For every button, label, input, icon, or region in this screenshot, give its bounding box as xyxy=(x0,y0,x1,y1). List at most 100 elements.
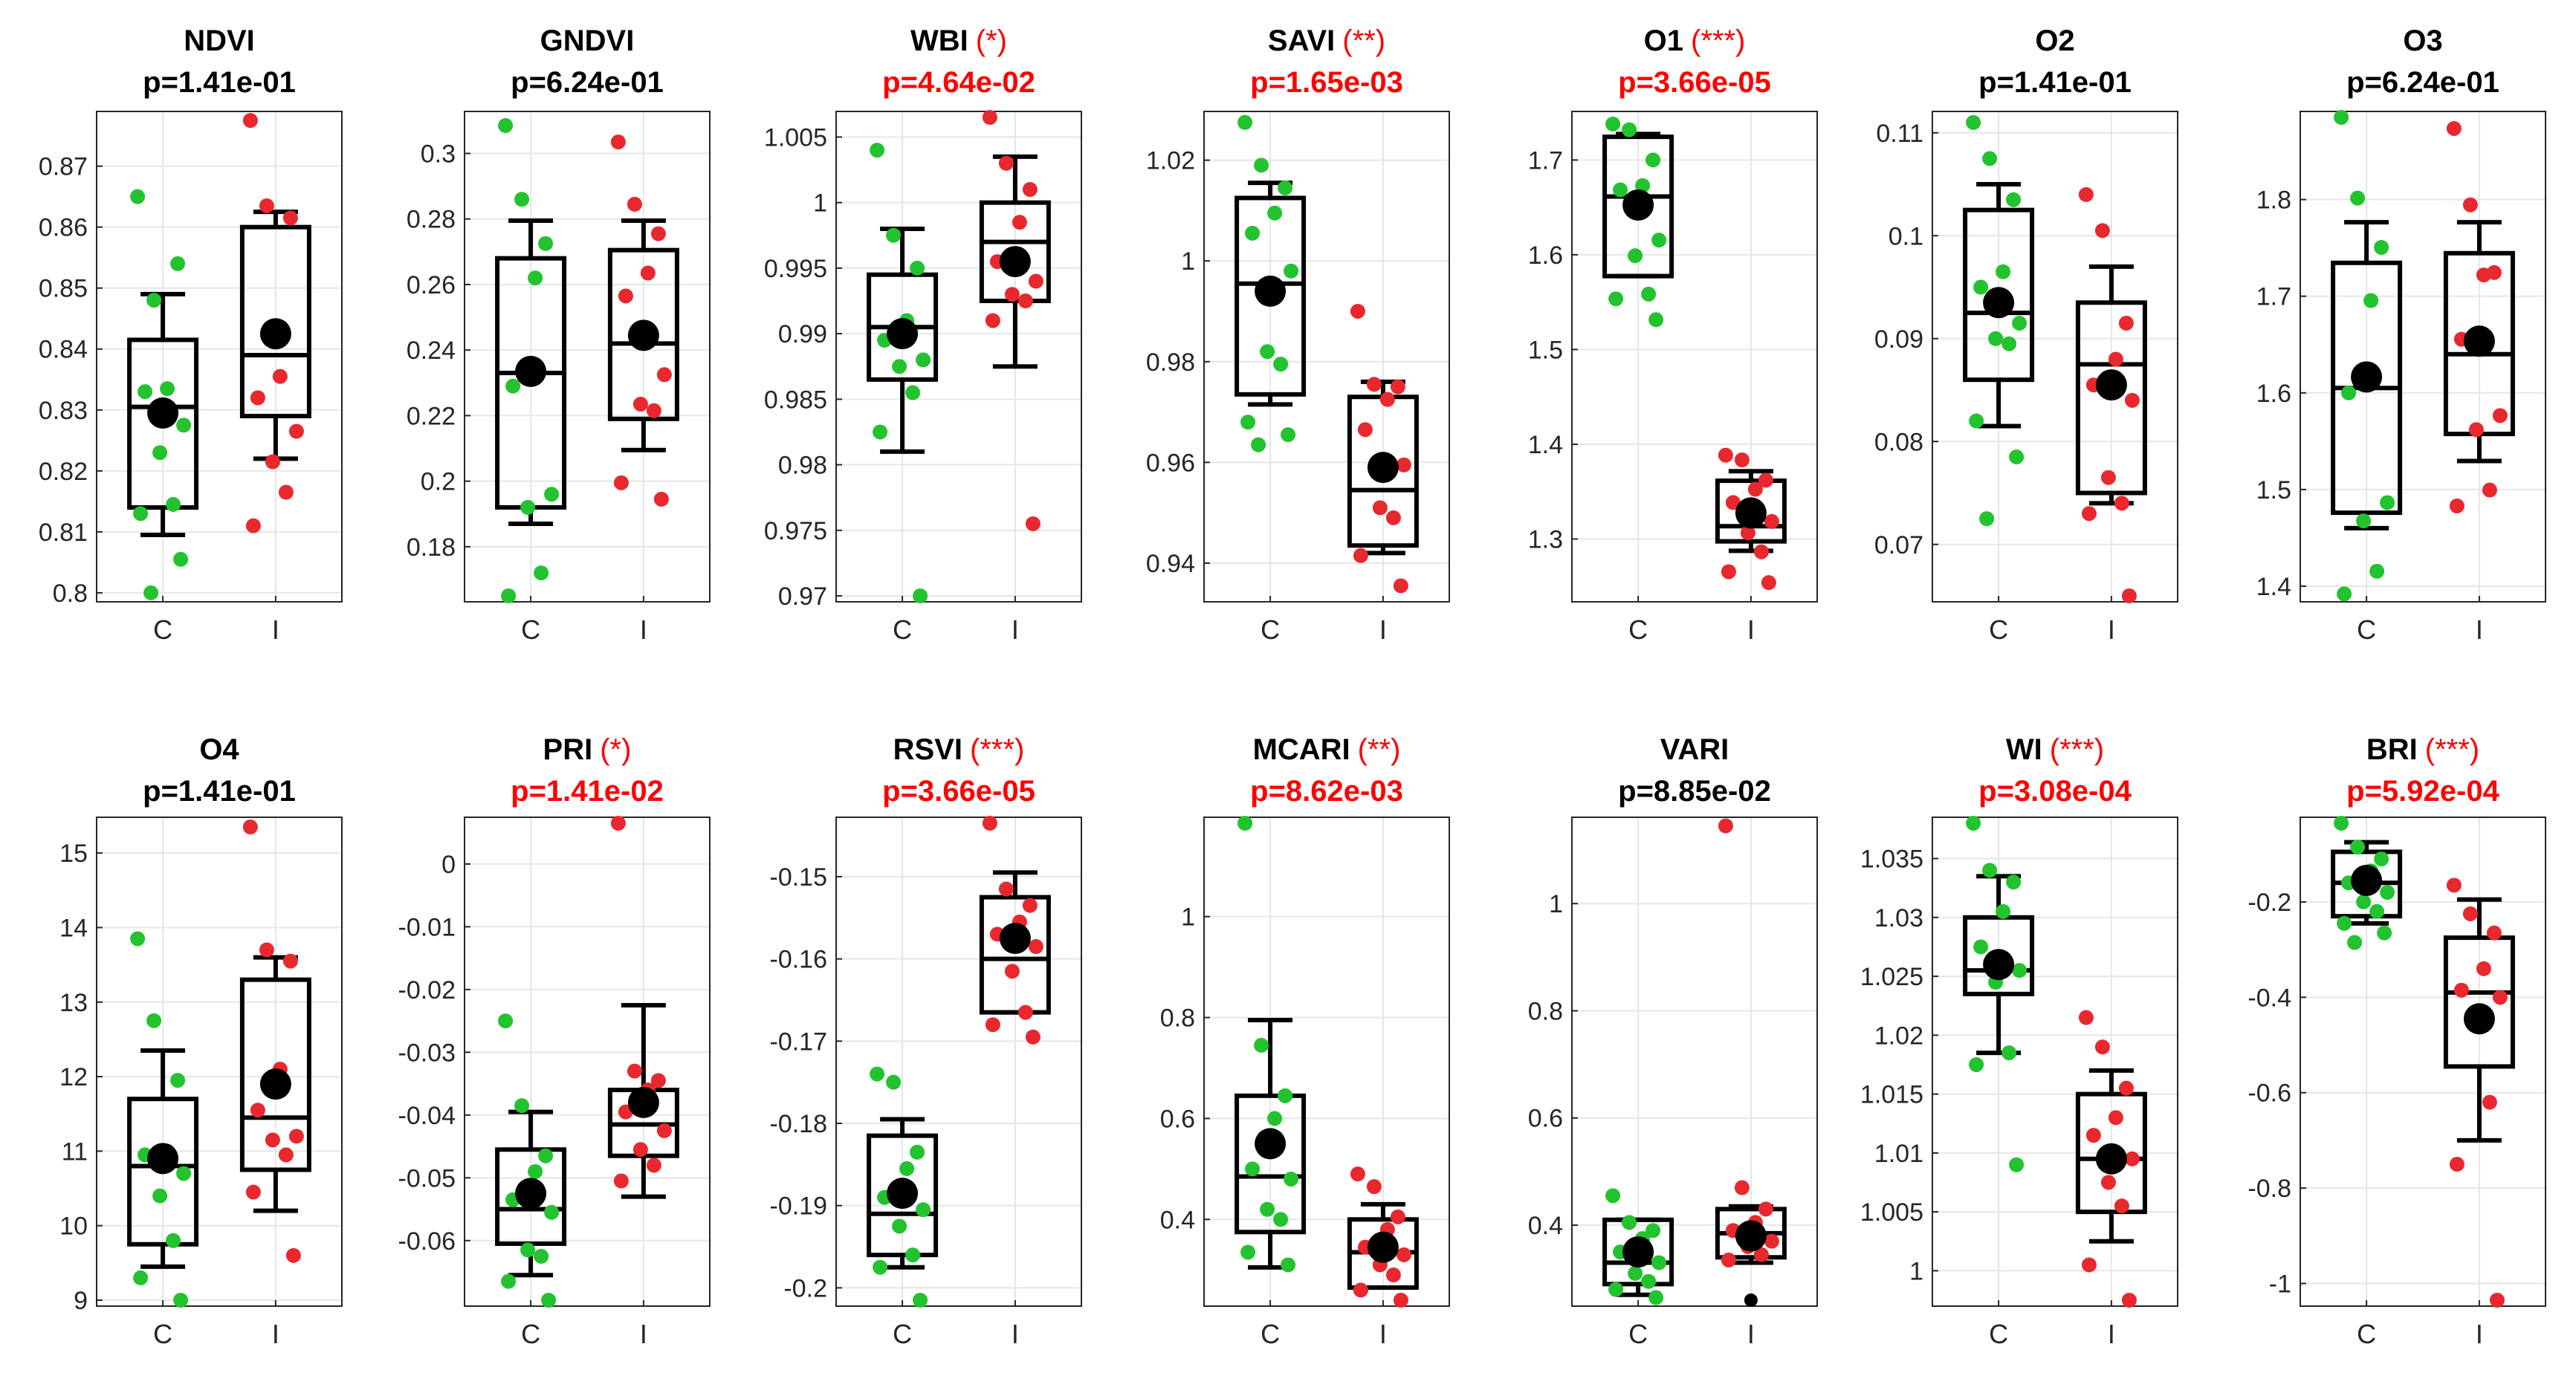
y-tick-label: 0.975 xyxy=(764,517,827,545)
data-point xyxy=(152,1188,168,1204)
data-point xyxy=(176,418,192,433)
iqr-box xyxy=(979,895,1051,1015)
mean-marker xyxy=(1367,1231,1399,1263)
data-point xyxy=(501,588,517,603)
chart-panel-vari: VARI p=8.85e-02 0.4 0.6 0.8 1 C I xyxy=(1528,733,1818,1349)
data-point xyxy=(982,110,997,125)
data-point xyxy=(544,1204,560,1220)
data-point xyxy=(640,265,656,281)
x-tick-label: C xyxy=(153,614,172,645)
chart-title-name: O4 xyxy=(199,733,239,766)
data-point xyxy=(1245,1161,1261,1177)
data-point xyxy=(1969,1056,1984,1072)
data-point xyxy=(2012,315,2028,331)
y-tick-label: 1.035 xyxy=(1860,845,1923,874)
y-tick-label: 1.02 xyxy=(1146,147,1195,175)
data-point xyxy=(160,381,175,397)
data-point xyxy=(618,288,633,304)
chart-panel-o3: O3 p=6.24e-01 1.4 1.5 1.6 1.7 1.8 C I xyxy=(2256,25,2546,645)
data-point xyxy=(146,1013,162,1028)
data-point xyxy=(1237,114,1253,130)
data-point xyxy=(2489,1293,2505,1308)
data-point xyxy=(1267,1111,1283,1126)
box-c xyxy=(867,143,939,603)
data-point xyxy=(166,496,181,512)
x-tick-label: I xyxy=(640,1319,647,1349)
p-value: p=1.41e-01 xyxy=(143,66,296,99)
y-tick-label: 1.3 xyxy=(1528,525,1563,554)
data-point xyxy=(985,313,1000,328)
data-point xyxy=(892,1218,907,1234)
data-point xyxy=(2446,120,2462,136)
data-point xyxy=(627,196,642,212)
x-tick-label: I xyxy=(640,614,647,645)
x-tick-label: I xyxy=(1012,614,1019,645)
mean-marker xyxy=(1622,1236,1654,1268)
data-point xyxy=(173,1293,189,1308)
data-point xyxy=(1022,898,1038,913)
chart-title-name: RSVI xyxy=(893,733,962,766)
y-tick-label: 0.24 xyxy=(407,337,456,365)
data-point xyxy=(632,1142,648,1158)
box-c xyxy=(1963,114,2035,527)
plot-frame xyxy=(96,817,343,1307)
data-point xyxy=(1613,182,1628,198)
data-point xyxy=(2380,885,2395,900)
x-tick-label: I xyxy=(272,1319,279,1349)
mean-marker xyxy=(887,1178,919,1210)
data-point xyxy=(910,1144,925,1160)
data-point xyxy=(2492,408,2508,423)
data-point xyxy=(650,1073,666,1088)
box-i xyxy=(2075,186,2147,603)
y-tick-label: -0.2 xyxy=(2247,889,2291,917)
box-i xyxy=(979,110,1051,531)
y-tick-label: 0.84 xyxy=(39,336,88,364)
data-point xyxy=(2337,586,2352,602)
x-tick-label: C xyxy=(521,614,540,645)
data-point xyxy=(514,192,530,207)
data-point xyxy=(1764,1233,1779,1249)
chart-title-name: VARI xyxy=(1660,733,1729,766)
mean-marker xyxy=(627,1086,659,1118)
y-tick-label: -0.18 xyxy=(770,1110,828,1138)
data-point xyxy=(2380,495,2395,510)
y-tick-label: 1.5 xyxy=(1528,336,1563,364)
y-tick-label: 0.83 xyxy=(39,397,88,425)
y-tick-label: 0.995 xyxy=(764,255,827,283)
data-point xyxy=(498,1013,514,1029)
data-point xyxy=(176,1166,192,1181)
chart-title-name: O2 xyxy=(2035,25,2074,57)
y-tick-label: 0.07 xyxy=(1874,531,1923,559)
x-tick-label: I xyxy=(1379,614,1387,645)
mean-marker xyxy=(999,922,1031,954)
data-point xyxy=(1605,116,1621,132)
data-point xyxy=(146,293,162,308)
chart-title-name: MCARI xyxy=(1253,733,1350,766)
iqr-box xyxy=(2075,1091,2147,1215)
iqr-box xyxy=(2075,300,2147,496)
box-c xyxy=(2331,110,2403,602)
mean-marker xyxy=(2463,325,2495,357)
chart-title: O1 (***) xyxy=(1644,25,1746,57)
data-point xyxy=(1025,516,1041,531)
data-point xyxy=(1651,1255,1667,1270)
chart-panel-wbi: WBI (*) p=4.64e-02 0.97 0.975 0.98 0.985 0.99 0.… xyxy=(764,25,1082,645)
data-point xyxy=(2006,192,2022,207)
data-point xyxy=(1366,1179,1382,1195)
data-point xyxy=(656,367,672,383)
data-point xyxy=(916,1202,931,1218)
data-point xyxy=(1721,564,1736,580)
data-point xyxy=(514,1098,530,1114)
y-tick-label: 0.98 xyxy=(778,452,827,480)
data-point xyxy=(2108,1110,2123,1126)
iqr-box xyxy=(1234,1093,1307,1235)
y-tick-label: 1.01 xyxy=(1874,1140,1923,1168)
box-c xyxy=(1234,114,1307,452)
data-point xyxy=(1648,312,1664,328)
x-tick-label: C xyxy=(1628,1319,1648,1349)
plot-frame xyxy=(835,111,1082,603)
box-i xyxy=(239,819,311,1263)
mean-marker xyxy=(147,397,179,429)
data-point xyxy=(2094,1039,2110,1055)
mean-marker xyxy=(999,246,1031,278)
